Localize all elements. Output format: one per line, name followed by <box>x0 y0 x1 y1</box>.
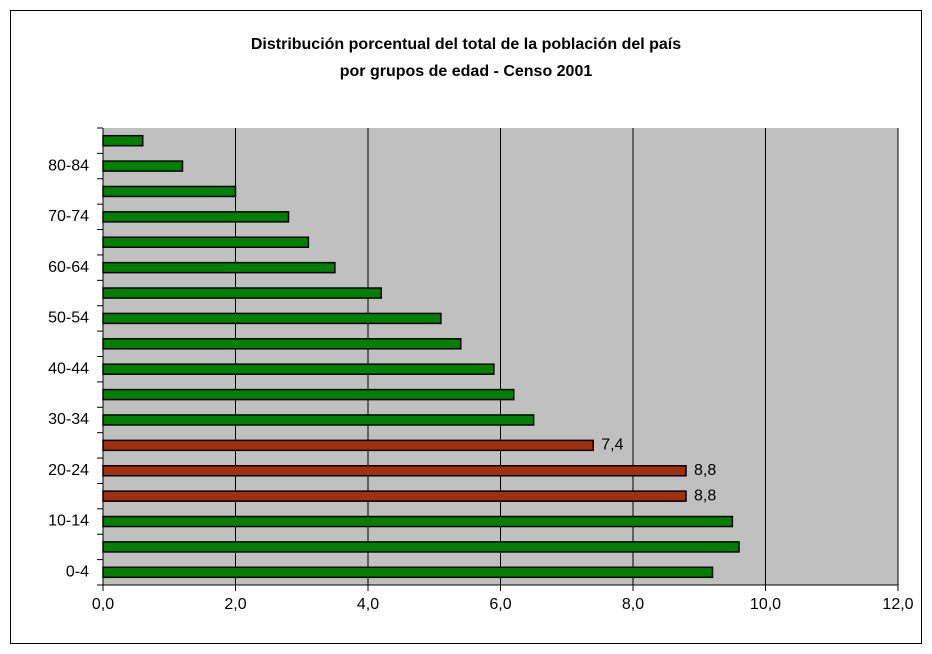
data-label: 8,8 <box>694 462 716 479</box>
chart-title: por grupos de edad - Censo 2001 <box>340 63 593 80</box>
bar <box>102 338 462 350</box>
x-tick-label: 0,0 <box>92 596 114 613</box>
bar <box>102 566 714 579</box>
bar <box>102 211 290 223</box>
y-tick-label: 40-44 <box>48 360 89 377</box>
x-tick-label: 8,0 <box>622 596 644 613</box>
bar <box>102 388 515 401</box>
x-tick-label: 12,0 <box>882 596 913 613</box>
bar <box>102 185 237 198</box>
bar <box>102 160 184 172</box>
y-tick-label: 70-74 <box>48 208 89 225</box>
y-tick-label: 30-34 <box>48 411 89 428</box>
y-tick-label: 20-24 <box>48 462 89 479</box>
bar <box>102 261 336 274</box>
y-tick-label: 10-14 <box>48 513 89 530</box>
bar <box>102 439 594 452</box>
bar <box>102 541 740 553</box>
x-tick-label: 4,0 <box>357 596 379 613</box>
bar <box>102 287 382 299</box>
bar <box>102 363 495 375</box>
x-tick-label: 10,0 <box>750 596 781 613</box>
x-tick-label: 2,0 <box>224 596 246 613</box>
bar <box>102 134 144 147</box>
y-tick-label: 80-84 <box>48 157 89 174</box>
bar <box>102 490 687 502</box>
y-tick-label: 50-54 <box>48 310 89 327</box>
bar <box>102 236 310 248</box>
bar <box>102 515 734 528</box>
bar <box>102 312 442 325</box>
x-tick-label: 6,0 <box>489 596 511 613</box>
y-tick-label: 0-4 <box>66 564 89 581</box>
data-label: 8,8 <box>694 487 716 504</box>
chart-title: Distribución porcentual del total de la … <box>251 36 681 53</box>
bar <box>102 465 687 477</box>
y-tick-label: 60-64 <box>48 259 89 276</box>
data-label: 7,4 <box>601 437 623 454</box>
bar <box>102 414 535 426</box>
